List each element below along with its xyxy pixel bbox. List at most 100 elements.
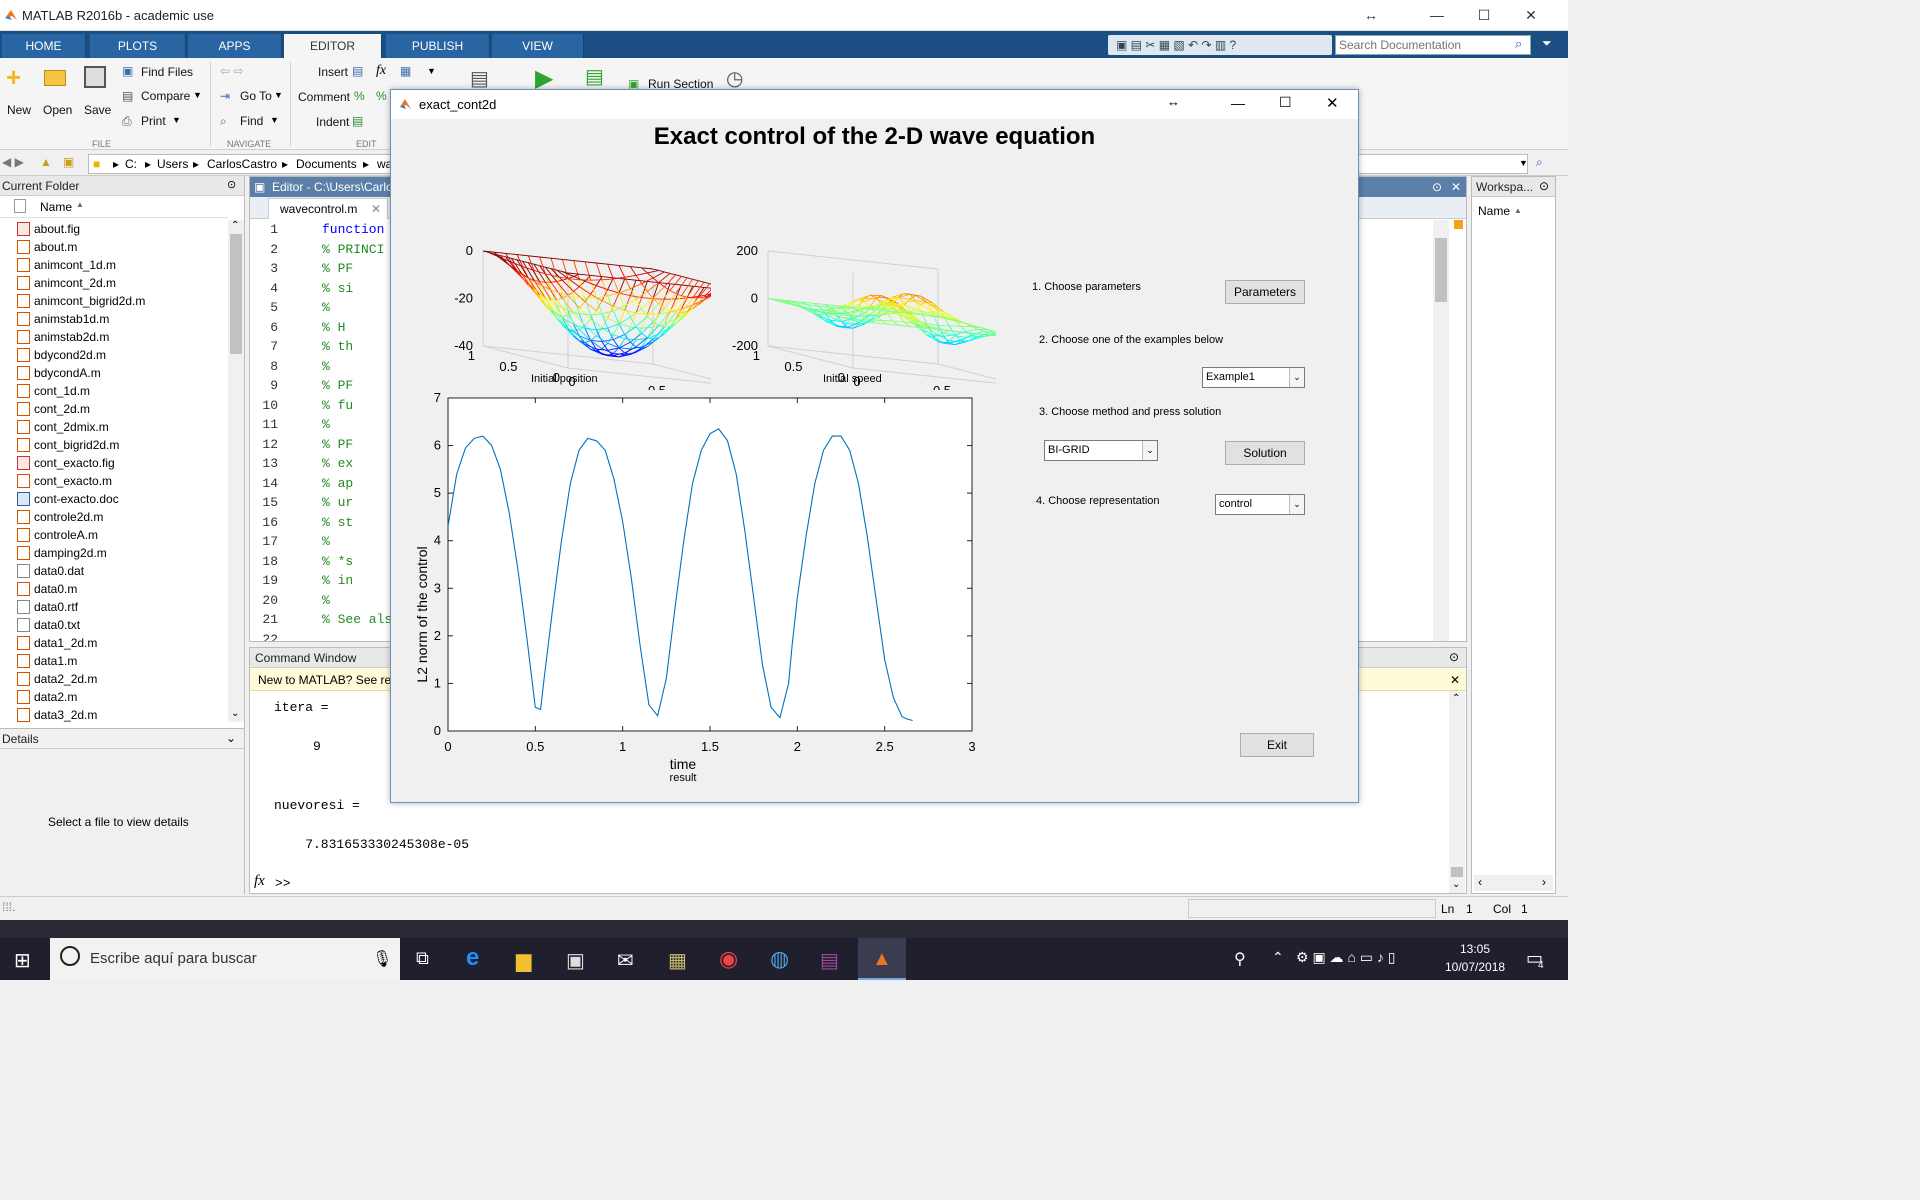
banner-text[interactable]: New to MATLAB? See re: [258, 673, 392, 687]
up-folder-icon[interactable]: ▲: [40, 155, 52, 169]
texmaker-icon[interactable]: ▦: [668, 950, 687, 972]
file-list-item[interactable]: bdycondA.m: [0, 364, 228, 382]
windows-start-icon[interactable]: ⊞: [14, 950, 31, 972]
file-list-item[interactable]: about.fig: [0, 220, 228, 238]
close-button[interactable]: ✕: [1326, 95, 1339, 112]
run-advance-icon[interactable]: ▤: [585, 66, 604, 88]
path-segment[interactable]: C:: [125, 157, 137, 171]
scrollbar[interactable]: ⌃ ⌄: [1449, 691, 1465, 893]
chrome-icon[interactable]: ◉: [719, 946, 739, 971]
fx-icon[interactable]: fx: [376, 63, 387, 78]
run-and-time-icon[interactable]: ◷: [726, 68, 744, 90]
explorer-icon[interactable]: ▆: [516, 950, 532, 972]
clock-time[interactable]: 13:05: [1460, 942, 1491, 956]
file-list-item[interactable]: data0.dat: [0, 562, 228, 580]
resize-icon[interactable]: ↔: [1167, 94, 1180, 109]
back-arrow-icon[interactable]: ⇦ ⇨: [220, 64, 244, 78]
scrollbar-thumb[interactable]: [1451, 867, 1463, 877]
insert-button[interactable]: Insert: [318, 65, 349, 79]
tray-icons[interactable]: ⚙ ▣ ☁ ⌂ ▭ ♪ ▯: [1296, 949, 1396, 965]
file-list-item[interactable]: data3_2d.m: [0, 706, 228, 722]
file-list-item[interactable]: animstab2d.m: [0, 328, 228, 346]
quick-access-icon[interactable]: ▣ ▤ ✂ ▦ ▧ ↶ ↷ ▥ ?: [1116, 38, 1237, 52]
code-line[interactable]: 19 % in: [250, 571, 1430, 591]
goto-button[interactable]: Go To: [240, 89, 272, 103]
wrap-icon[interactable]: %: [376, 89, 387, 103]
insert-icon[interactable]: ▤: [352, 64, 364, 78]
matlab-taskbar-button[interactable]: ▲: [858, 938, 906, 980]
notifications-icon[interactable]: ▭: [1526, 948, 1544, 968]
path-segment[interactable]: wa: [377, 157, 393, 171]
scroll-down-icon[interactable]: ⌄: [231, 708, 240, 719]
panel-menu-icon[interactable]: ⊙: [1449, 650, 1460, 664]
path-segment[interactable]: Documents: [296, 157, 357, 171]
file-list-item[interactable]: animstab1d.m: [0, 310, 228, 328]
store-icon[interactable]: ▣: [566, 950, 585, 972]
search-documentation-input[interactable]: [1335, 35, 1531, 55]
microphone-icon[interactable]: 🎙: [372, 951, 393, 968]
minimize-button[interactable]: —: [1430, 7, 1444, 23]
edge-icon[interactable]: e: [466, 944, 480, 971]
resize-icon[interactable]: ↔: [1364, 7, 1378, 23]
code-area[interactable]: 1 function 2% PRINCI 3% PF 4% si 5% 6% H 7% th 8…: [250, 220, 1430, 641]
tab-publish[interactable]: PUBLISH: [386, 34, 490, 58]
funnel-icon[interactable]: ⏷: [1542, 36, 1552, 50]
scroll-up-icon[interactable]: ⌃: [231, 220, 240, 231]
code-line[interactable]: 13 % ex: [250, 454, 1430, 474]
search-icon[interactable]: ⌕: [1515, 36, 1523, 51]
code-line[interactable]: 8%: [250, 357, 1430, 377]
code-line[interactable]: 15 % ur: [250, 493, 1430, 513]
indent-icon[interactable]: ▤: [352, 114, 364, 128]
file-list-item[interactable]: cont_2d.m: [0, 400, 228, 418]
maximize-button[interactable]: ☐: [1477, 7, 1491, 23]
code-line[interactable]: 11%: [250, 415, 1430, 435]
code-line[interactable]: 18 % *s: [250, 552, 1430, 572]
close-icon[interactable]: ✕: [1451, 180, 1462, 194]
maximize-button[interactable]: ☐: [1279, 94, 1292, 110]
file-list-item[interactable]: bdycond2d.m: [0, 346, 228, 364]
code-line[interactable]: 14 % ap: [250, 474, 1430, 494]
find-button[interactable]: Find: [240, 114, 264, 128]
file-list-item[interactable]: about.m: [0, 238, 228, 256]
file-list-item[interactable]: damping2d.m: [0, 544, 228, 562]
tab-editor[interactable]: EDITOR: [284, 34, 382, 58]
back-arrow-icon[interactable]: ◀ ▶: [2, 155, 24, 169]
chevron-down-icon[interactable]: ▼: [1519, 158, 1528, 168]
code-line[interactable]: 4 % si: [250, 279, 1430, 299]
scroll-up-icon[interactable]: ⌃: [1452, 693, 1461, 704]
file-list-item[interactable]: controle2d.m: [0, 508, 228, 526]
chevron-down-icon[interactable]: ⌄: [1142, 441, 1157, 460]
chevron-down-icon[interactable]: ⌄: [226, 731, 237, 745]
example-select[interactable]: Example1 ⌄: [1202, 367, 1305, 388]
minimize-button[interactable]: —: [1231, 95, 1245, 111]
column-header[interactable]: Name ▲: [0, 196, 228, 218]
code-line[interactable]: 16 % st: [250, 513, 1430, 533]
scrollbar[interactable]: ⌃ ⌄: [228, 220, 244, 722]
chevron-down-icon[interactable]: ⌄: [1289, 495, 1304, 514]
taskbar-search[interactable]: Escribe aquí para buscar 🎙: [50, 938, 400, 980]
clock-date[interactable]: 10/07/2018: [1445, 960, 1506, 974]
file-list-item[interactable]: animcont_1d.m: [0, 256, 228, 274]
scrollbar-thumb[interactable]: [230, 234, 242, 354]
comment-button[interactable]: Comment: [298, 90, 351, 104]
chevron-down-icon[interactable]: ▼: [270, 115, 279, 125]
tab-home[interactable]: HOME: [2, 34, 86, 58]
panel-menu-icon[interactable]: ⊙: [227, 179, 237, 191]
print-button[interactable]: Print: [141, 114, 166, 128]
scroll-left-icon[interactable]: ‹: [1478, 875, 1482, 889]
file-list-item[interactable]: data2_2d.m: [0, 670, 228, 688]
indent-button[interactable]: Indent: [316, 115, 350, 129]
code-line[interactable]: 9 % PF: [250, 376, 1430, 396]
find-files-button[interactable]: Find Files: [141, 65, 194, 79]
tray-chevron-icon[interactable]: ⌃: [1272, 949, 1284, 965]
panel-menu-icon[interactable]: ⊙: [1432, 180, 1443, 194]
scrollbar[interactable]: [1433, 220, 1449, 641]
file-list-item[interactable]: data1_2d.m: [0, 634, 228, 652]
file-list-item[interactable]: data0.m: [0, 580, 228, 598]
panel-menu-icon[interactable]: ⊙: [1539, 179, 1550, 193]
file-list-item[interactable]: cont_exacto.fig: [0, 454, 228, 472]
file-list-item[interactable]: animcont_2d.m: [0, 274, 228, 292]
close-icon[interactable]: ✕: [371, 202, 382, 216]
format-icon[interactable]: ▦: [400, 64, 412, 78]
open-button[interactable]: Open: [43, 103, 73, 117]
